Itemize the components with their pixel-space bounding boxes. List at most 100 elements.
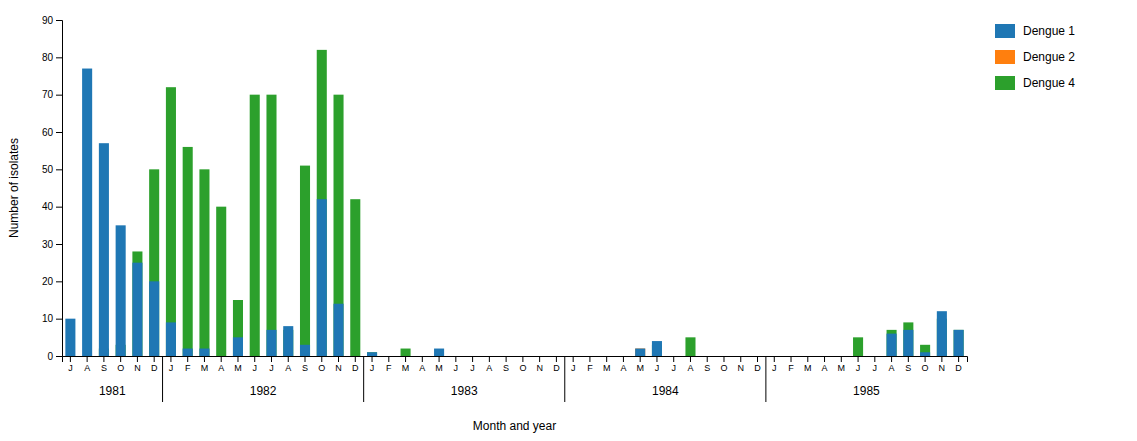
bar: [769, 356, 779, 357]
tick-mark: [958, 356, 959, 362]
tick: A: [218, 356, 224, 373]
bar: [401, 356, 411, 357]
tick-mark: [858, 356, 859, 362]
tick-label: J: [856, 363, 861, 373]
bar: [451, 356, 461, 357]
bar: [266, 330, 276, 356]
bar: [166, 322, 176, 356]
bar: [887, 330, 897, 356]
tick-mark: [87, 356, 88, 362]
bar: [501, 356, 511, 357]
tick-mark: [824, 356, 825, 362]
tick-label: 70: [42, 89, 54, 100]
bar: [350, 356, 360, 357]
bar: [870, 356, 880, 357]
bar: [551, 356, 561, 357]
bar: [233, 300, 243, 356]
bar: [317, 50, 327, 356]
tick-label: 50: [42, 164, 54, 175]
tick-mark: [841, 356, 842, 362]
tick: M: [435, 356, 443, 373]
tick-label: A: [620, 363, 626, 373]
tick: F: [788, 356, 794, 373]
bar: [166, 87, 176, 356]
tick-mark: [422, 356, 423, 362]
tick: J: [571, 356, 576, 373]
bar: [384, 356, 394, 357]
legend-label: Dengue 2: [1023, 50, 1075, 64]
tick: J: [470, 356, 475, 373]
tick-mark: [874, 356, 875, 362]
tick: S: [302, 356, 308, 373]
bar: [484, 356, 494, 357]
bar: [233, 337, 243, 356]
bar: [685, 337, 695, 356]
tick-label: S: [905, 363, 911, 373]
tick-label: J: [873, 363, 878, 373]
bar: [685, 356, 695, 357]
tick-label: F: [386, 363, 392, 373]
tick-label: D: [955, 363, 962, 373]
tick-label: D: [754, 363, 761, 373]
year-label: 1982: [250, 384, 277, 398]
tick-mark: [204, 356, 205, 362]
tick-label: M: [201, 363, 209, 373]
bar: [468, 356, 478, 357]
tick-mark: [355, 356, 356, 362]
tick-mark: [288, 356, 289, 362]
tick-label: J: [252, 363, 257, 373]
tick-label: S: [503, 363, 509, 373]
tick: N: [738, 356, 745, 373]
tick: N: [335, 356, 342, 373]
bar: [786, 356, 796, 357]
tick: O: [922, 356, 929, 373]
bar-series: [635, 349, 645, 356]
bar: [250, 95, 260, 356]
tick-label: F: [587, 363, 593, 373]
bar: [350, 199, 360, 356]
tick: D: [955, 356, 962, 373]
bar: [82, 69, 92, 356]
bar: [300, 345, 310, 356]
year-label: 1984: [652, 384, 679, 398]
tick: N: [134, 356, 141, 373]
bar: [149, 281, 159, 356]
bar: [116, 225, 126, 356]
tick: A: [84, 356, 90, 373]
bar: [518, 356, 528, 357]
tick: M: [636, 356, 644, 373]
x-axis: JASONDJFMAMJJASONDJFMAMJJASONDJFMAMJJASO…: [63, 356, 968, 373]
bar: [769, 356, 779, 357]
legend-swatch: [995, 76, 1015, 90]
bar: [199, 349, 209, 356]
tick-label: D: [352, 363, 359, 373]
tick: M: [804, 356, 812, 373]
bar: [702, 356, 712, 357]
tick: 60: [42, 127, 62, 138]
bar: [250, 356, 260, 357]
tick-mark: [187, 356, 188, 362]
bar: [317, 199, 327, 356]
bar: [719, 356, 729, 357]
tick: 40: [42, 201, 62, 212]
bar: [836, 356, 846, 357]
tick-label: M: [838, 363, 846, 373]
plot: 0102030405060708090JASONDJFMAMJJASONDJFM…: [7, 15, 1075, 433]
tick-label: 90: [42, 15, 54, 26]
legend-item: Dengue 4: [995, 76, 1075, 90]
bar: [853, 337, 863, 356]
bar: [183, 147, 193, 356]
tick: J: [772, 356, 777, 373]
bar: [216, 356, 226, 357]
tick-label: M: [636, 363, 644, 373]
bar: [920, 345, 930, 356]
bar: [752, 356, 762, 357]
tick: S: [905, 356, 911, 373]
tick-label: O: [519, 363, 526, 373]
bar: [551, 356, 561, 357]
year-divider: [162, 356, 163, 402]
y-axis: 0102030405060708090: [42, 15, 63, 362]
bar: [384, 356, 394, 357]
tick-label: J: [671, 363, 676, 373]
tick-label: O: [922, 363, 929, 373]
